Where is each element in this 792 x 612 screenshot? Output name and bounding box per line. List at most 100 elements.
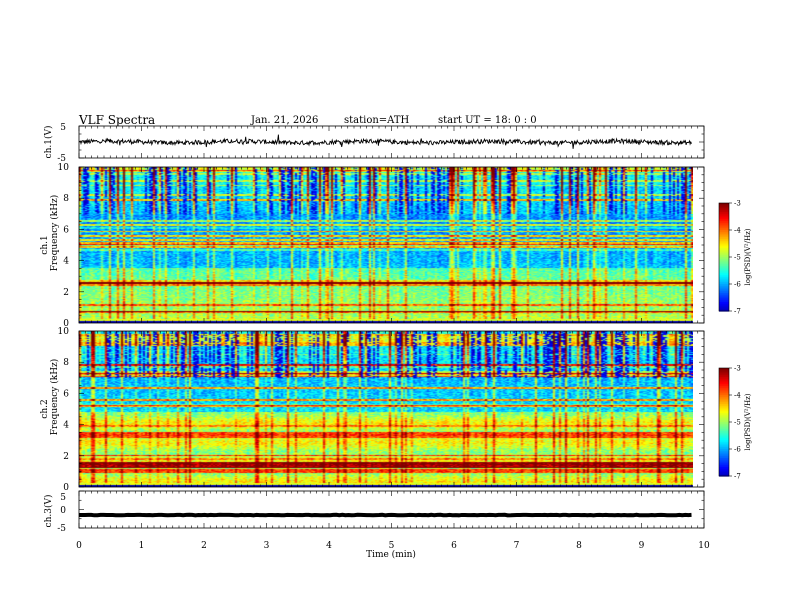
ch1-colorbar-tick-label: -3 <box>734 200 741 208</box>
colorbar-swatch <box>719 262 729 265</box>
ch1-waveform-ylabel: ch.1(V) <box>43 126 54 159</box>
ch1-ytick-label: 4 <box>63 257 69 267</box>
time-tick-label: 0 <box>76 541 82 551</box>
ch2-colorbar-tick-label: -3 <box>734 365 741 373</box>
ch3-ytick-0: 0 <box>60 506 66 516</box>
colorbar-swatch <box>719 206 729 209</box>
colorbar-swatch <box>719 284 729 287</box>
colorbar-swatch <box>719 235 729 238</box>
colorbar-swatch <box>719 224 729 227</box>
colorbar-swatch <box>719 389 729 392</box>
ch2-spectrogram-yticklabels: 0 2 4 6 8 10 <box>58 327 70 493</box>
colorbar-swatch <box>719 287 729 290</box>
colorbar-swatch <box>719 434 729 437</box>
ch1-ytick-label: 6 <box>63 225 69 235</box>
colorbar-swatch <box>719 226 729 229</box>
colorbar-swatch <box>719 222 729 226</box>
time-tick-label: 6 <box>451 541 457 551</box>
colorbar-swatch <box>719 400 729 403</box>
colorbar-swatch <box>719 203 729 206</box>
ch2-ytick-label: 4 <box>63 421 69 431</box>
ch2-colorbar-tick-label: -7 <box>734 473 741 481</box>
colorbar-swatch <box>719 472 729 475</box>
figure-title: VLF Spectra <box>78 113 155 127</box>
colorbar-swatch <box>719 215 729 218</box>
colorbar-swatch <box>719 436 729 439</box>
colorbar-swatch <box>719 463 729 466</box>
colorbar-swatch <box>719 276 729 280</box>
time-axis-label: Time (min) <box>366 549 416 560</box>
ch3-waveform-trace <box>78 512 692 518</box>
colorbar-swatch <box>719 273 729 276</box>
ch3-ytick-5: 5 <box>60 493 66 503</box>
colorbar-swatch <box>719 298 729 301</box>
colorbar-swatch <box>719 470 729 473</box>
colorbar-swatch <box>719 305 729 308</box>
colorbar-swatch <box>719 427 729 430</box>
ch2-ytick-label: 6 <box>63 389 69 399</box>
colorbar-swatch <box>719 429 729 432</box>
colorbar-swatch <box>719 413 729 416</box>
colorbar-swatch <box>719 293 729 296</box>
colorbar-swatch <box>719 242 729 245</box>
ch3-waveform-ylabel: ch.3(V) <box>43 495 54 528</box>
colorbar-swatch <box>719 458 729 461</box>
ch2-colorbar-tick-label: -6 <box>734 446 741 454</box>
ch1-spectrogram-yticklabels: 0 2 4 6 8 10 <box>58 163 70 329</box>
colorbar-swatch <box>719 302 729 305</box>
ch1-ytick-label: 2 <box>63 288 69 298</box>
colorbar-swatch <box>719 246 729 249</box>
colorbar-swatch <box>719 371 729 374</box>
colorbar-swatch <box>719 213 729 217</box>
colorbar-swatch <box>719 278 729 281</box>
colorbar-swatch <box>719 418 729 421</box>
colorbar-swatch <box>719 396 729 400</box>
colorbar-swatch <box>719 398 729 401</box>
colorbar-swatch <box>719 467 729 470</box>
colorbar-swatch <box>719 450 729 454</box>
time-tick-label: 7 <box>514 541 520 551</box>
colorbar-swatch <box>719 440 729 443</box>
ch2-spectrogram-ylabel: Frequency (kHz) <box>49 359 60 436</box>
ch1-spectrogram-ylabel: Frequency (kHz) <box>49 195 60 272</box>
ch2-spectrogram-panel: 0 2 4 6 8 10 ch.2 Frequency (kHz) -3 -4 -5 -6 -7 l… <box>40 327 752 493</box>
colorbar-swatch <box>719 249 729 253</box>
colorbar-swatch <box>719 441 729 445</box>
ch1-colorbar-tick-label: -6 <box>734 281 741 289</box>
colorbar-swatch <box>719 447 729 450</box>
colorbar-swatch <box>719 384 729 387</box>
time-tick-label: 1 <box>139 541 145 551</box>
colorbar-swatch <box>719 431 729 434</box>
colorbar-swatch <box>719 474 729 477</box>
ch1-spectrogram-panel: 0 2 4 6 8 10 ch.1 Frequency (kHz) -3 -4 -5 -6 -7 l… <box>40 163 752 329</box>
colorbar-swatch <box>719 309 729 312</box>
ch2-ytick-label: 8 <box>63 358 69 368</box>
ch3-waveform-frame <box>78 490 705 529</box>
colorbar-swatch <box>719 257 729 260</box>
colorbar-swatch <box>719 459 729 463</box>
colorbar-swatch <box>719 438 729 441</box>
colorbar-swatch <box>719 307 729 310</box>
ch1-waveform-trace <box>78 134 692 149</box>
ch1-colorbar-tick-label: -5 <box>734 254 741 262</box>
ch2-colorbar-tick-label: -4 <box>734 392 741 400</box>
colorbar-swatch <box>719 237 729 240</box>
ch3-waveform-ticks <box>78 490 705 529</box>
colorbar-swatch <box>719 217 729 220</box>
colorbar-swatch <box>719 465 729 468</box>
colorbar-swatch <box>719 407 729 410</box>
time-axis-ticklabels: 0 1 2 3 4 5 6 7 8 9 10 <box>76 541 710 551</box>
colorbar-swatch <box>719 285 729 289</box>
colorbar-swatch <box>719 251 729 254</box>
colorbar-swatch <box>719 291 729 294</box>
ch1-ytick-neg5: -5 <box>57 154 66 164</box>
colorbar-swatch <box>719 445 729 448</box>
colorbar-swatch <box>719 296 729 299</box>
colorbar-swatch <box>719 271 729 274</box>
colorbar-swatch <box>719 382 729 385</box>
colorbar-swatch <box>719 294 729 298</box>
colorbar-swatch <box>719 393 729 396</box>
ch1-colorbar: -3 -4 -5 -6 -7 log(PSD)(V²/Hz) <box>718 200 752 316</box>
ch3-ytick-neg5: -5 <box>57 524 66 534</box>
time-tick-label: 8 <box>576 541 582 551</box>
